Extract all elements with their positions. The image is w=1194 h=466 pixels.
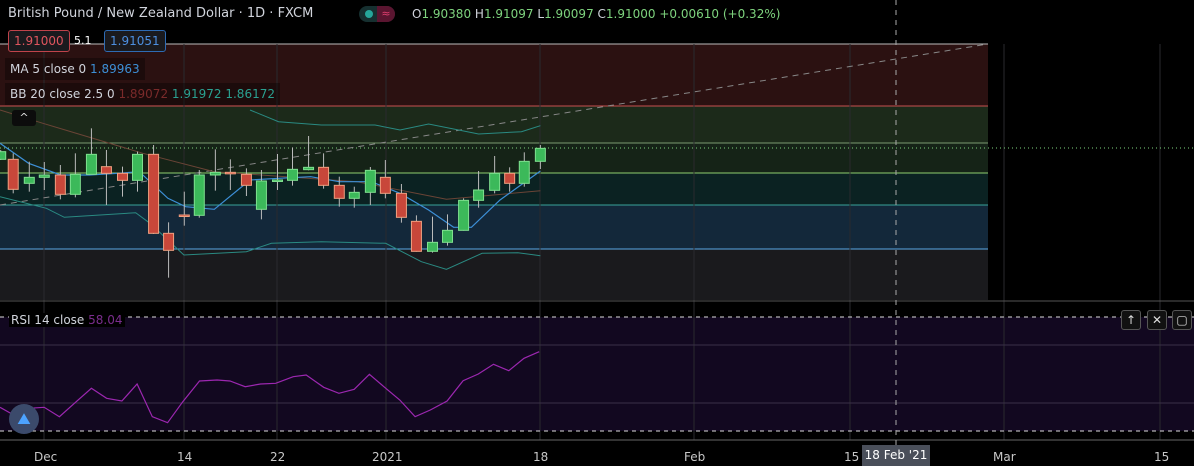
axis-label: 15: [844, 450, 860, 464]
sell-price-button[interactable]: 1.91000: [8, 30, 70, 52]
candle: [163, 232, 175, 251]
candle: [534, 147, 546, 162]
trend-line: [0, 43, 989, 206]
axis-label: 14: [177, 450, 193, 464]
candle: [209, 171, 221, 176]
bb-basis-line: [0, 109, 541, 200]
axis-label: Mar: [993, 450, 1016, 464]
ma-legend[interactable]: MA 5 close 0 1.89963: [5, 58, 145, 80]
bb-label: BB 20 close 2.5 0: [10, 87, 115, 101]
bb-lower-line: [0, 196, 541, 270]
candle: [473, 189, 485, 201]
candle: [178, 214, 190, 217]
candle: [410, 220, 422, 252]
rsi-label: RSI 14 close: [11, 313, 85, 327]
candle: [255, 180, 267, 210]
market-status-badge[interactable]: ≈: [359, 6, 395, 22]
ma-label: MA 5 close 0: [10, 62, 87, 76]
ohlc-readout: O1.90380 H1.91097 L1.90097 C1.91000 +0.0…: [412, 7, 780, 21]
candle: [117, 172, 128, 181]
low-value: 1.90097: [544, 7, 594, 21]
candle: [69, 173, 81, 195]
open-label: O: [412, 7, 422, 21]
open-value: 1.90380: [421, 7, 472, 21]
candle: [272, 179, 283, 182]
fib-band: [0, 249, 988, 300]
candle: [442, 229, 453, 243]
candle: [38, 174, 50, 178]
close-value: 1.91000: [605, 7, 656, 21]
candle: [348, 191, 360, 199]
buy-price-button[interactable]: 1.91051: [104, 30, 166, 52]
candle: [148, 153, 160, 234]
candle: [193, 174, 205, 216]
axis-label: 15: [1154, 450, 1170, 464]
rsi-legend[interactable]: RSI 14 close 58.04: [9, 313, 125, 327]
collapse-legend-button[interactable]: ^: [12, 110, 36, 126]
candle: [504, 172, 516, 184]
candle: [318, 166, 330, 186]
axis-label: Dec: [34, 450, 58, 464]
close-label: C: [597, 7, 606, 21]
axis-label: 18: [533, 450, 549, 464]
candle: [427, 241, 438, 252]
candle: [458, 199, 470, 231]
candle: [7, 158, 19, 190]
maximize-pane-button[interactable]: ▢: [1172, 310, 1192, 330]
bb-legend[interactable]: BB 20 close 2.5 0 1.89072 1.91972 1.8617…: [5, 83, 280, 105]
high-label: H: [474, 7, 484, 21]
axis-label: 22: [270, 450, 286, 464]
tradingview-logo-icon[interactable]: ⛰: [9, 404, 39, 434]
low-label: L: [537, 7, 545, 21]
candle: [395, 192, 407, 218]
move-pane-up-button[interactable]: ↑: [1121, 310, 1141, 330]
candle: [518, 160, 530, 184]
candle: [240, 173, 252, 186]
fib-band: [0, 44, 988, 106]
change-value: +0.00610 (+0.32%): [659, 7, 781, 21]
candle: [54, 174, 66, 195]
rsi-band: [0, 317, 1194, 431]
symbol-title[interactable]: British Pound / New Zealand Dollar · 1D …: [8, 6, 314, 21]
candle: [489, 172, 501, 191]
data-delay-icon: ≈: [377, 6, 395, 22]
high-value: 1.91097: [483, 7, 534, 21]
candle: [333, 184, 345, 199]
spread-value: 5.1: [74, 34, 92, 47]
candle: [0, 151, 7, 160]
candle: [23, 176, 35, 184]
axis-label: 2021: [372, 450, 403, 464]
rsi-line: [0, 351, 540, 424]
candle: [379, 176, 391, 194]
bb-upper-value: 1.91972: [171, 87, 222, 101]
ma-value: 1.89963: [90, 62, 140, 76]
candle: [224, 171, 236, 175]
candle: [303, 166, 315, 171]
bb-upper-line: [249, 109, 541, 135]
candle: [364, 169, 376, 193]
candle: [287, 168, 298, 181]
close-pane-button[interactable]: ✕: [1147, 310, 1167, 330]
market-open-icon: [365, 10, 373, 18]
bb-lower-value: 1.86172: [225, 87, 275, 101]
candle: [100, 166, 112, 174]
bb-mid-value: 1.89072: [118, 87, 169, 101]
axis-label: Feb: [684, 450, 706, 464]
candle: [85, 153, 97, 175]
rsi-value: 58.04: [88, 313, 123, 327]
candle: [132, 153, 143, 181]
crosshair-date-label: 18 Feb '21: [862, 445, 930, 466]
